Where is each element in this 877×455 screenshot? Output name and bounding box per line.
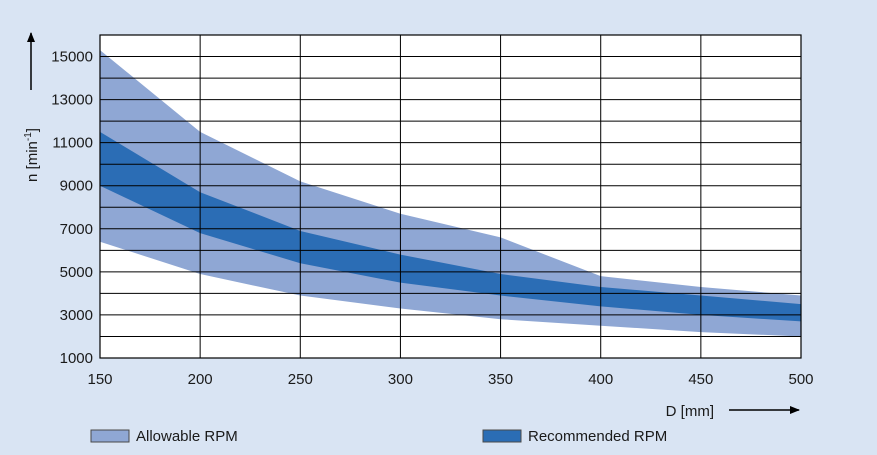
y-tick-label: 1000 [60, 350, 93, 367]
grid-layer [99, 34, 802, 359]
x-tick-label: 500 [788, 371, 813, 388]
y-tick-label: 3000 [60, 307, 93, 324]
legend-swatch-allowable [90, 429, 130, 443]
legend-label-recommended: Recommended RPM [528, 428, 667, 445]
x-axis-label: D [mm] [666, 403, 714, 420]
x-tick-label: 200 [188, 371, 213, 388]
band-recommended [100, 131, 801, 322]
tick-labels: 150 200 250 300 350 400 450 500 1000 3000 5000 7000… [51, 49, 813, 388]
y-tick-label: 5000 [60, 264, 93, 281]
x-tick-label: 350 [488, 371, 513, 388]
bands-layer [100, 50, 801, 337]
y-tick-label: 7000 [60, 221, 93, 238]
axis-labels: D [mm] n [min-1] [23, 32, 800, 420]
y-axis-label: n [min-1] [23, 128, 41, 182]
x-tick-label: 300 [388, 371, 413, 388]
x-tick-label: 250 [288, 371, 313, 388]
y-tick-label: 9000 [60, 178, 93, 195]
y-tick-label: 13000 [51, 92, 93, 109]
x-tick-label: 400 [588, 371, 613, 388]
legend: Allowable RPM Recommended RPM [90, 428, 667, 445]
y-tick-label: 15000 [51, 49, 93, 66]
band-allowable [100, 50, 801, 337]
plot-frame [99, 34, 802, 359]
x-tick-label: 150 [87, 371, 112, 388]
x-tick-label: 450 [688, 371, 713, 388]
legend-swatch-recommended [482, 429, 522, 443]
legend-label-allowable: Allowable RPM [136, 428, 238, 445]
y-tick-label: 11000 [52, 135, 93, 152]
